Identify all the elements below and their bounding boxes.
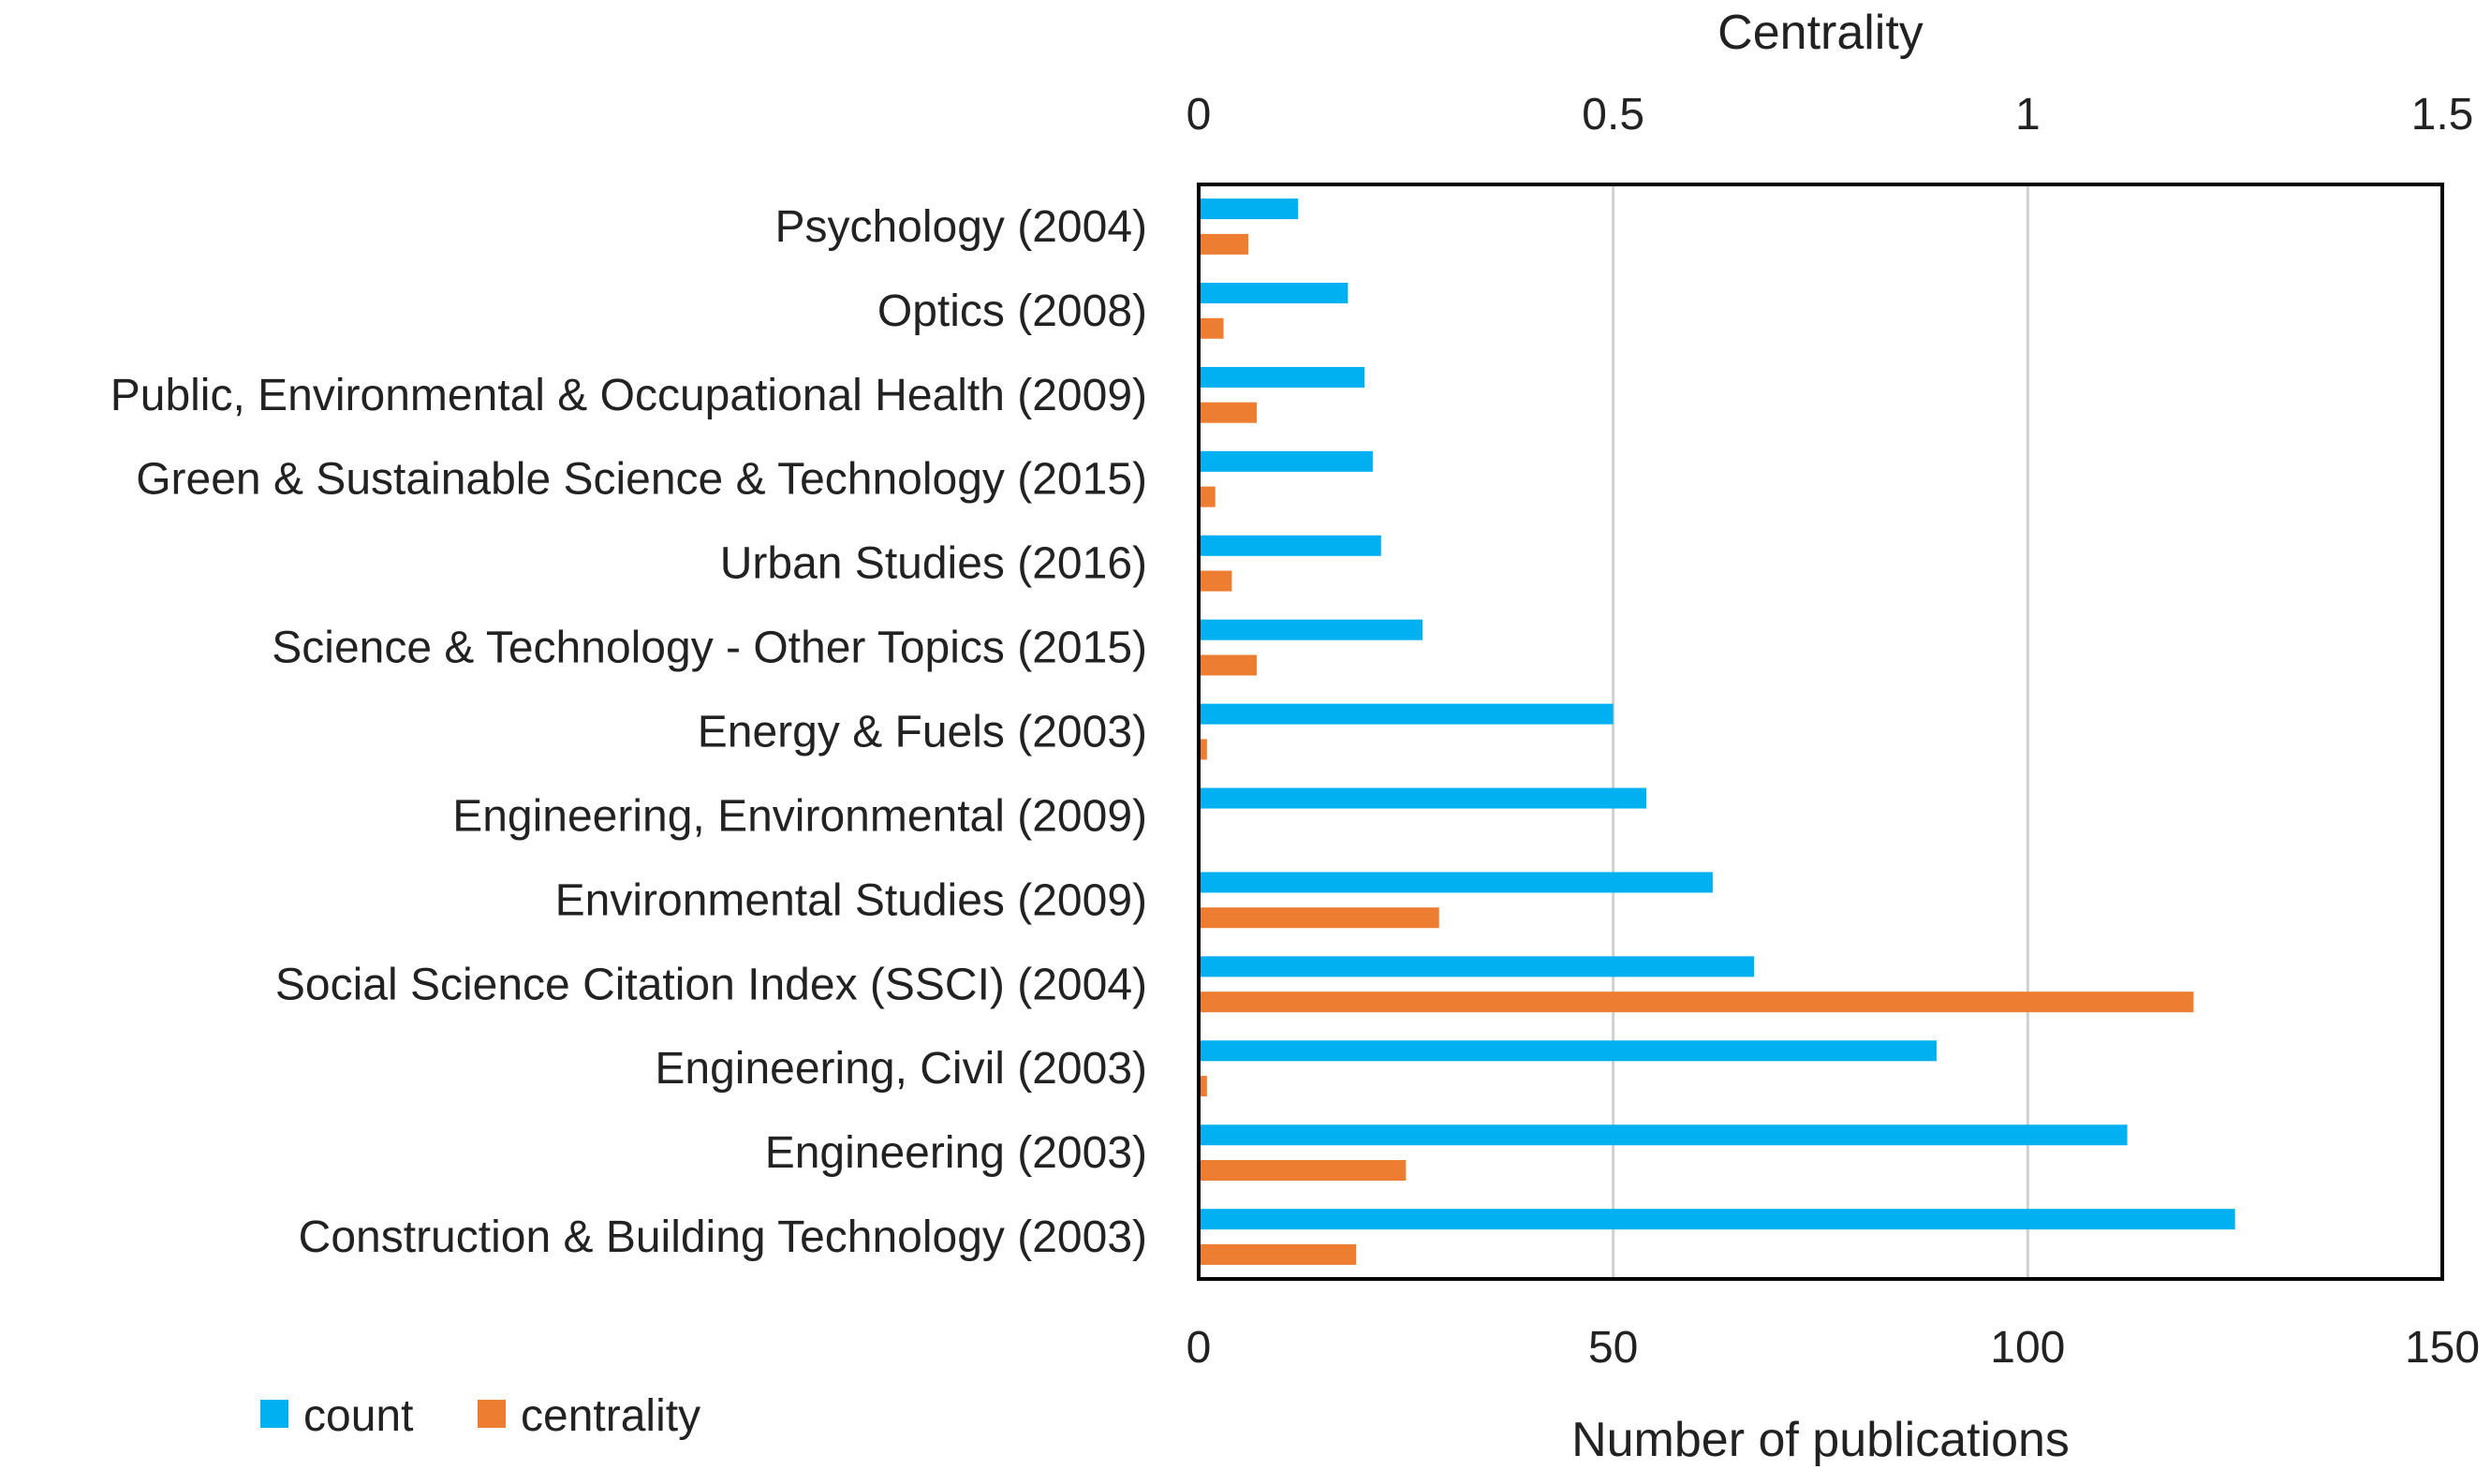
category-label: Public, Environmental & Occupational Hea… — [111, 371, 1147, 420]
bottom-tick-label: 0 — [1187, 1323, 1212, 1373]
category-label: Engineering, Environmental (2009) — [452, 791, 1147, 841]
bar-centrality — [1199, 992, 2194, 1013]
legend-swatch-centrality — [478, 1400, 506, 1428]
bar-centrality — [1199, 1159, 1407, 1181]
category-label: Construction & Building Technology (2003… — [299, 1212, 1147, 1262]
category-label: Social Science Citation Index (SSCI) (20… — [275, 960, 1147, 1009]
top-axis-title: Centrality — [1717, 6, 1924, 60]
top-tick-label: 1.5 — [2411, 90, 2474, 140]
bar-count — [1199, 956, 1755, 977]
bar-centrality — [1199, 570, 1232, 592]
top-tick-label: 1 — [2015, 90, 2041, 140]
plot-frame — [1197, 183, 2444, 1281]
bar-count — [1199, 1040, 1937, 1062]
bar-count — [1199, 535, 1381, 556]
bar-count — [1199, 1209, 2235, 1230]
bar-count — [1199, 283, 1349, 304]
category-label: Green & Sustainable Science & Technology… — [136, 455, 1147, 505]
category-label: Engineering, Civil (2003) — [655, 1044, 1147, 1094]
top-tick-label: 0 — [1187, 90, 1212, 140]
bar-count — [1199, 619, 1423, 640]
category-label: Optics (2008) — [877, 287, 1147, 336]
bar-centrality — [1199, 654, 1257, 676]
bar-count — [1199, 703, 1614, 725]
bottom-axis-title: Number of publications — [1571, 1413, 2070, 1467]
bottom-tick-label: 100 — [1990, 1323, 2065, 1373]
category-label: Psychology (2004) — [774, 202, 1147, 252]
legend-label-count: count — [303, 1391, 413, 1441]
bar-count — [1199, 450, 1373, 472]
legend-label-centrality: centrality — [521, 1391, 700, 1441]
bar-count — [1199, 1124, 2128, 1146]
category-label: Environmental Studies (2009) — [555, 875, 1147, 925]
bar-centrality — [1199, 402, 1257, 423]
bar-centrality — [1199, 907, 1439, 929]
legend-swatch-count — [260, 1400, 288, 1428]
bar-centrality — [1199, 486, 1216, 507]
bar-count — [1199, 872, 1713, 893]
bar-centrality — [1199, 317, 1224, 339]
top-tick-label: 0.5 — [1582, 90, 1644, 140]
bottom-tick-label: 150 — [2405, 1323, 2480, 1373]
bar-count — [1199, 366, 1365, 388]
category-label: Urban Studies (2016) — [720, 539, 1147, 589]
category-label: Engineering (2003) — [765, 1128, 1147, 1178]
bar-centrality — [1199, 739, 1207, 760]
bar-centrality — [1199, 233, 1249, 255]
bar-count — [1199, 787, 1647, 809]
bar-centrality — [1199, 1243, 1357, 1265]
bar-count — [1199, 198, 1299, 220]
bottom-tick-label: 50 — [1588, 1323, 1638, 1373]
bar-centrality — [1199, 1076, 1207, 1097]
category-label: Energy & Fuels (2003) — [698, 708, 1147, 757]
category-label: Science & Technology - Other Topics (201… — [272, 624, 1147, 673]
